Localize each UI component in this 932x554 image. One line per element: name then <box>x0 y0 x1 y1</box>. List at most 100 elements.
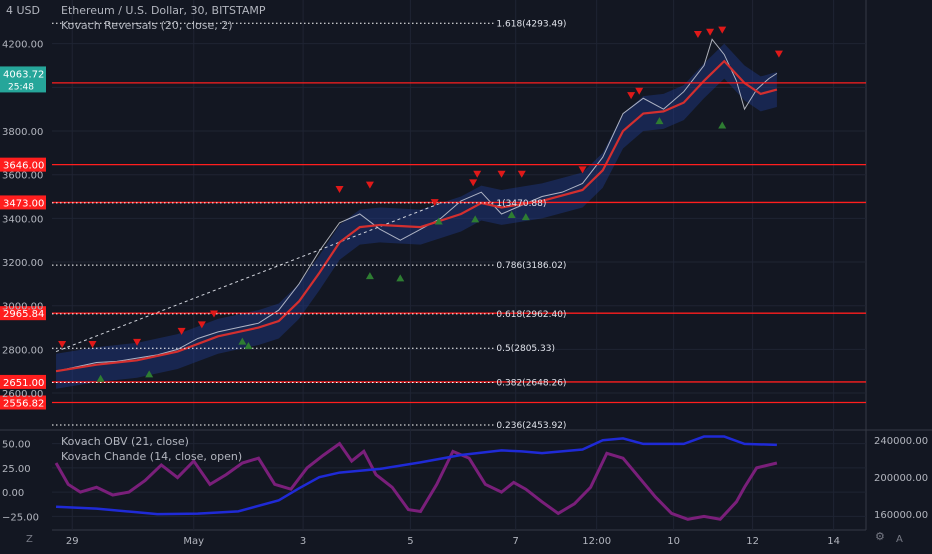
down-marker <box>335 185 344 193</box>
fib-label: 1.618(4293.49) <box>496 19 566 29</box>
down-marker <box>88 341 97 349</box>
reversal-markers <box>58 26 783 382</box>
trend-line <box>55 202 441 353</box>
down-marker <box>774 50 783 58</box>
up-marker <box>145 370 154 378</box>
y-tick-label: 4200.00 <box>2 40 43 51</box>
down-marker <box>209 310 218 318</box>
left-tick-label: −25.00 <box>2 512 39 523</box>
fib-label: 0.786(3186.02) <box>496 261 566 271</box>
fib-label: 0.5(2805.33) <box>496 344 555 354</box>
level-tag-text: 2556.82 <box>3 398 44 409</box>
level-tag <box>0 395 46 410</box>
up-marker <box>96 374 105 382</box>
level-tag <box>0 306 46 321</box>
level-tag-text: 3473.00 <box>3 198 44 209</box>
down-marker <box>517 170 526 178</box>
last-price-tag <box>0 66 46 93</box>
y-tick-label: 3400.00 <box>2 214 43 225</box>
countdown-text: 25:48 <box>8 82 34 92</box>
volatility-band <box>56 43 777 389</box>
fib-label: 1(3470.88) <box>496 199 546 209</box>
lower-pane: 50.00 25.00 0.00 −25.00 240000.00 200000.00 16… <box>2 435 928 523</box>
currency-label: USD <box>16 4 41 17</box>
band-area <box>56 43 777 389</box>
down-marker <box>133 338 142 346</box>
up-marker <box>244 342 253 350</box>
up-marker <box>434 217 443 225</box>
x-tick-label: 12:00 <box>582 536 611 547</box>
right-tick-label: 200000.00 <box>874 473 928 484</box>
up-marker <box>655 117 664 125</box>
price-line <box>55 38 778 372</box>
y-tick-label: 3800.00 <box>2 127 43 138</box>
fib-label: 0.236(2453.92) <box>496 421 566 431</box>
fib-label: 0.618(2962.40) <box>496 310 566 320</box>
fib-levels: 1.618(4293.49) 1(3470.88) 0.786(3186.02) 0.… <box>52 19 566 431</box>
down-marker <box>365 181 374 189</box>
x-tick-label: 12 <box>746 536 759 547</box>
ma-line <box>55 59 778 373</box>
x-tick-label: May <box>183 536 204 547</box>
last-price-text: 4063.72 <box>3 69 44 80</box>
level-tag-text: 2651.00 <box>3 378 44 389</box>
level-tag <box>0 374 46 389</box>
down-marker <box>706 28 715 36</box>
y-tick-label: 2800.00 <box>2 345 43 356</box>
down-marker <box>58 341 67 349</box>
up-marker <box>365 272 374 280</box>
left-tick-label: 50.00 <box>2 440 31 451</box>
y-tick-label: 3600.00 <box>2 171 43 182</box>
timezone-icon[interactable]: Z <box>26 534 33 545</box>
down-marker <box>473 170 482 178</box>
axes: 4200.004000.003800.003600.003400.003200.… <box>0 40 840 547</box>
left-tick-label: 25.00 <box>2 464 31 475</box>
down-marker <box>469 179 478 187</box>
y-tick-label: 3200.00 <box>2 258 43 269</box>
down-marker <box>578 166 587 174</box>
x-tick-label: 29 <box>66 536 79 547</box>
left-tick-label: 0.00 <box>2 488 24 499</box>
down-marker <box>497 170 506 178</box>
down-marker <box>177 327 186 335</box>
x-tick-label: 14 <box>827 536 840 547</box>
settings-gear-icon[interactable]: ⚙ <box>875 530 885 543</box>
x-tick-label: 5 <box>407 536 413 547</box>
moving-average <box>55 59 778 373</box>
up-marker <box>471 215 480 223</box>
x-tick-label: 3 <box>300 536 306 547</box>
y-tick-label: 3000.00 <box>2 302 43 313</box>
up-marker <box>396 274 405 282</box>
down-marker <box>197 321 206 329</box>
obv-line <box>55 435 777 516</box>
y-tick-label: 2600.00 <box>2 389 43 400</box>
chevron-down-icon: 4 <box>6 4 13 17</box>
down-marker <box>430 199 439 207</box>
up-marker <box>238 337 247 345</box>
level-tag <box>0 157 46 172</box>
indicator-legend[interactable]: Kovach Reversals (20, close, 2) <box>61 19 233 32</box>
obv-legend[interactable]: Kovach OBV (21, close) <box>61 435 189 448</box>
level-tag-text: 3646.00 <box>3 161 44 172</box>
down-marker <box>693 30 702 38</box>
currency-badge[interactable]: 4 USD <box>6 4 40 17</box>
up-marker <box>507 211 516 218</box>
chande-line <box>54 441 778 521</box>
down-marker <box>627 92 636 100</box>
right-tick-label: 160000.00 <box>874 510 928 521</box>
up-marker <box>521 213 530 221</box>
fib-label: 0.382(2648.26) <box>496 379 566 389</box>
up-marker <box>718 121 727 129</box>
down-marker <box>718 26 727 34</box>
right-tick-label: 240000.00 <box>874 436 928 447</box>
x-tick-label: 7 <box>513 536 519 547</box>
level-tag <box>0 195 46 210</box>
auto-scale-icon[interactable]: A <box>896 534 903 545</box>
x-tick-label: 10 <box>667 536 680 547</box>
chart-title: Ethereum / U.S. Dollar, 30, BITSTAMP <box>61 4 266 17</box>
level-tag-text: 2965.84 <box>3 309 44 320</box>
chande-legend[interactable]: Kovach Chande (14, close, open) <box>61 450 243 463</box>
price-series <box>55 38 778 372</box>
